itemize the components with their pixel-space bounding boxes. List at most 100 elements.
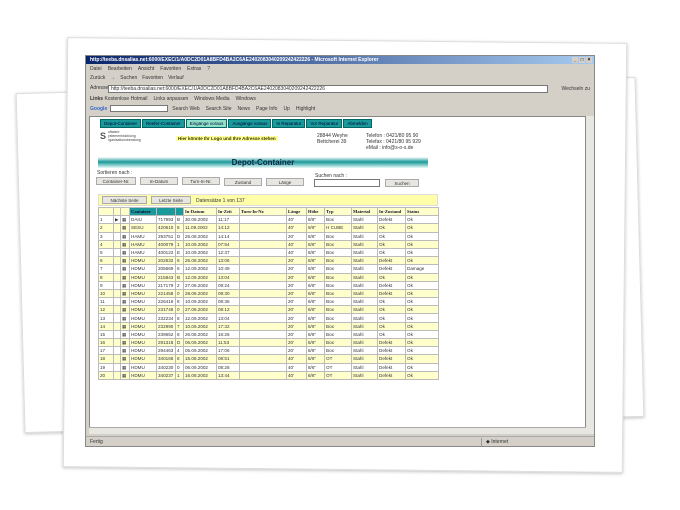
row-selector-icon[interactable] [113,264,121,274]
table-row[interactable]: 16 ▦ HDMU 291318 D 06.09.2002 11:53 20' 8/6" Box S… [98,337,439,348]
row-selector-icon[interactable] [113,239,121,249]
row-selector-icon[interactable] [113,280,121,290]
tab-abmelden[interactable]: Abmelden [343,119,372,128]
address-input[interactable]: http://teeba.dnsalias.net:6000/EXEC/1/A0… [108,85,548,93]
table-row[interactable]: 7 ▦ HDMU 205669 6 12.09.2002 10:49 20' 8/6" Box St… [98,264,439,274]
minimize-button[interactable]: _ [572,57,578,63]
table-row[interactable]: 10 ▦ HDMU 221458 0 28.08.2002 09:30 20' 8/6" Box S… [98,288,439,299]
row-selector-icon[interactable] [113,223,121,233]
menu-item[interactable]: Datei [90,66,102,72]
row-selector-icon[interactable]: ▶ [113,215,121,225]
table-row[interactable]: 17 ▦ HDMU 294463 4 05.09.2002 17:06 20' 8/6" Box S… [98,346,439,356]
row-selector-icon[interactable] [113,329,121,340]
row-selector-icon[interactable] [113,305,121,315]
sort-date-button[interactable]: In-Datum [140,177,178,185]
record-icon[interactable]: ▦ [120,239,130,249]
column-header[interactable]: In-Datum [183,206,217,217]
next-page-button[interactable]: Nächste Seite [102,196,147,204]
record-icon[interactable]: ▦ [120,264,130,274]
table-row[interactable]: 13 ▦ HDMU 232234 8 12.09.2002 13:04 20' 8/6" Box S… [98,313,439,323]
table-row[interactable]: 6 ▦ HDMU 202632 6 26.08.2002 13:06 20' 8/6" Box St… [98,256,439,266]
table-row[interactable]: 1 ▶ ▦ DAIU 717993 B 30.08.2002 11:17 40' 8/6" Box S… [98,215,439,225]
row-selector-icon[interactable] [113,354,121,364]
search-input[interactable] [314,179,380,187]
sort-length-button[interactable]: Länge [266,178,304,186]
column-header[interactable]: In-Zustand [377,206,406,217]
row-selector-icon[interactable] [113,346,121,356]
table-row[interactable]: 5 ▦ HAMU 400122 E 10.09.2002 12:37 40' 8/6" Box St… [98,247,439,258]
record-icon[interactable]: ▦ [120,223,130,233]
google-logo[interactable]: Google [90,106,108,112]
google-search-input[interactable] [110,105,169,113]
table-row[interactable]: 20 ▦ HDMU 340237 1 16.08.2002 13:44 40' 8/6" OT St… [98,370,439,380]
menu-item[interactable]: Ansicht [137,66,155,72]
google-toolbar-button[interactable]: Up [283,106,290,112]
table-row[interactable]: 12 ▦ HDMU 231746 0 27.08.2002 08:12 20' 8/6" Box S… [98,305,439,315]
column-header[interactable]: Höhe [306,206,325,217]
record-icon[interactable]: ▦ [120,354,130,364]
toolbar-button[interactable]: Favoriten [142,75,164,81]
table-row[interactable]: 19 ▦ HDMU 340230 0 06.09.2002 08:28 40' 8/6" OT St… [98,362,439,372]
table-row[interactable]: 11 ▦ HDMU 226416 8 10.09.2002 08:36 20' 8/6" Box S… [98,297,439,307]
record-icon[interactable]: ▦ [120,247,130,258]
column-header[interactable] [113,206,121,217]
row-selector-icon[interactable] [113,272,121,282]
record-icon[interactable]: ▦ [120,215,130,225]
close-button[interactable]: × [586,57,592,63]
google-toolbar-button[interactable]: Page Info [256,106,278,112]
row-selector-icon[interactable] [113,256,121,266]
record-icon[interactable]: ▦ [120,288,130,299]
row-selector-icon[interactable] [113,313,121,323]
table-row[interactable]: 4 ▦ HAMU 400079 1 10.09.2002 07:54 40' 8/6" Box St… [98,239,439,249]
google-toolbar-button[interactable]: Highlight [295,106,316,112]
record-icon[interactable]: ▦ [120,337,130,348]
column-header[interactable]: Turn-In-Nr. [239,206,287,217]
toolbar-button[interactable]: Zurück [90,75,106,81]
column-header[interactable]: Material [351,206,378,217]
record-icon[interactable]: ▦ [120,313,130,323]
sort-container-button[interactable]: Container-Nr. [96,177,136,185]
row-selector-icon[interactable] [113,337,121,348]
google-toolbar-button[interactable]: Search Web [172,106,200,112]
record-icon[interactable]: ▦ [120,362,130,372]
row-selector-icon[interactable] [113,297,121,307]
tab-vor-reparatur[interactable]: Vor Reparatur [306,119,343,128]
record-icon[interactable]: ▦ [120,370,130,380]
link-item[interactable]: Windows [235,96,256,102]
menu-item[interactable]: Extras [187,66,202,72]
row-selector-icon[interactable] [113,288,121,299]
tab-eingänge-voraus[interactable]: Eingänge voraus [185,119,228,128]
column-header[interactable]: Status [405,206,439,217]
record-icon[interactable]: ▦ [120,231,130,241]
menu-item[interactable]: Favoriten [160,66,182,72]
tab-ausgänge-voraus[interactable]: Ausgänge voraus [228,119,272,128]
record-icon[interactable]: ▦ [120,329,130,340]
link-item[interactable]: Kostenlose Hotmail [104,96,148,102]
row-selector-icon[interactable] [113,362,121,372]
tab-reefer-container[interactable]: Reefer-Container [142,119,185,128]
column-header[interactable]: Container [129,206,157,217]
toolbar-button[interactable]: Suchen [120,75,138,81]
column-header[interactable]: In-Zeit [216,206,240,217]
link-item[interactable]: Windows Media [194,96,230,102]
tab-in-reparatur[interactable]: In Reparatur [272,119,306,128]
menu-item[interactable]: Bearbeiten [107,66,132,72]
table-row[interactable]: 15 ▦ HDMU 239652 8 26.08.2002 16:26 20' 8/6" Box S… [98,329,439,340]
toolbar-button[interactable]: Verlauf [168,75,184,81]
record-icon[interactable]: ▦ [120,321,130,331]
vertical-scrollbar[interactable] [586,116,594,434]
record-icon[interactable]: ▦ [120,280,130,290]
last-page-button[interactable]: Letzte Seite [151,196,191,204]
record-icon[interactable]: ▦ [120,305,130,315]
go-button[interactable]: Wechseln zu [561,86,590,92]
table-row[interactable]: 9 ▦ HDMU 217179 2 27.08.2002 09:24 20' 8/6" Box St… [98,280,439,290]
link-item[interactable]: Links anpassen [153,96,189,102]
column-header[interactable]: Länge [286,206,307,217]
search-button[interactable]: Suchen [385,179,419,187]
google-toolbar-button[interactable]: Search Site [205,106,232,112]
maximize-button[interactable]: □ [579,57,585,63]
record-icon[interactable]: ▦ [120,256,130,266]
horizontal-scrollbar[interactable] [89,427,586,434]
column-header[interactable]: Typ [324,206,352,217]
sort-turnin-button[interactable]: Turn-In-Nr. [182,177,220,185]
